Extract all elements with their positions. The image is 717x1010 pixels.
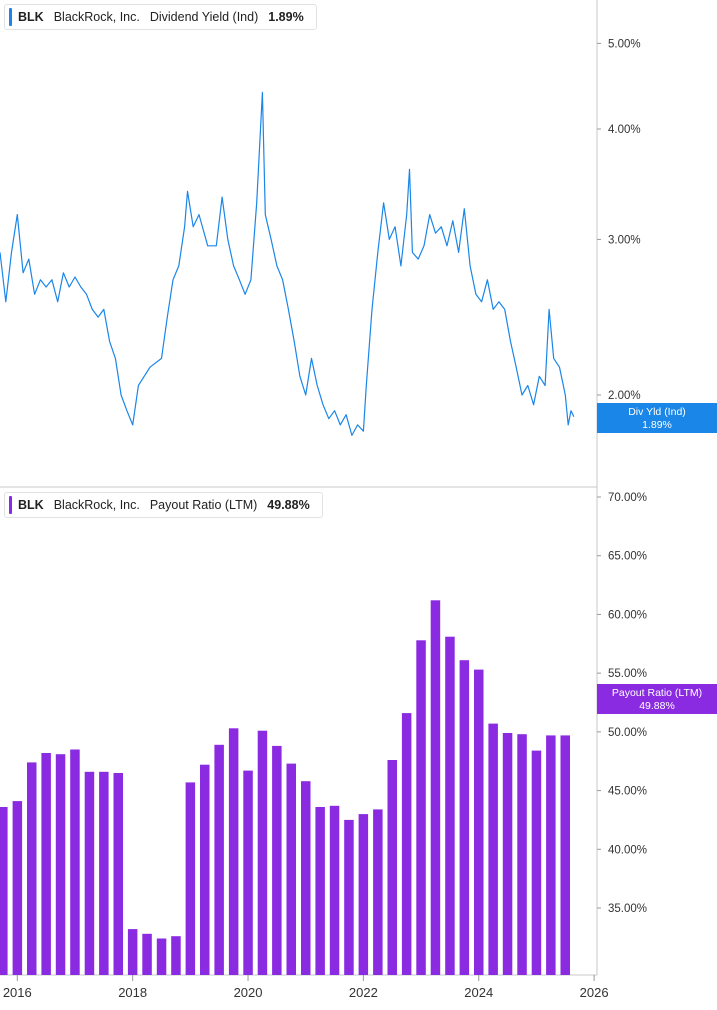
payout-legend-company: BlackRock, Inc.: [53, 498, 140, 512]
payout-bar-16: [228, 728, 239, 975]
payout-bar-36: [517, 734, 527, 975]
payout-bar-35: [502, 733, 513, 975]
payout-bar-8: [113, 773, 123, 975]
payout-bar-29: [416, 640, 426, 975]
payout-bar-20: [286, 763, 296, 975]
x-tick-label-4: 2024: [464, 985, 493, 1000]
payout-legend: BLK BlackRock, Inc. Payout Ratio (LTM) 4…: [4, 492, 323, 518]
payout-bar-9: [127, 929, 138, 975]
value-tags: Div Yld (Ind)1.89% Payout Ratio (LTM)49.8…: [597, 403, 717, 714]
payout-legend-value: 49.88%: [267, 498, 310, 512]
yield-legend: BLK BlackRock, Inc. Dividend Yield (Ind)…: [4, 4, 317, 30]
yield-line-group: [0, 91, 575, 436]
yield-legend-swatch: [9, 8, 12, 26]
dividend-yield-line: [0, 91, 575, 436]
x-tick-label-1: 2018: [118, 985, 147, 1000]
payout-tick-label-6: 65.00%: [608, 551, 647, 563]
payout-bar-3: [41, 753, 51, 975]
payout-bar-22: [315, 807, 325, 975]
payout-bar-18: [257, 730, 268, 975]
payout-bar-0: [0, 807, 8, 975]
payout-bar-6: [84, 771, 95, 975]
payout-tick-label-1: 40.00%: [608, 844, 647, 856]
yield-y-axis: 2.00% 3.00% 4.00% 5.00%: [597, 38, 641, 402]
yield-legend-company: BlackRock, Inc.: [53, 10, 140, 24]
payout-tick-label-2: 45.00%: [608, 786, 647, 798]
payout-bar-24: [344, 819, 354, 975]
payout-bar-31: [445, 636, 455, 975]
yield-legend-value: 1.89%: [268, 10, 304, 24]
yield-tick-label-2: 4.00%: [608, 124, 641, 136]
payout-bar-13: [185, 782, 196, 975]
yield-tick-label-3: 5.00%: [608, 38, 641, 50]
yield-current-tag-value: 1.89%: [642, 419, 672, 431]
yield-legend-ticker: BLK: [18, 10, 44, 24]
payout-bar-10: [142, 933, 152, 975]
payout-bar-25: [358, 814, 369, 975]
payout-bars: [0, 600, 570, 975]
payout-bar-33: [474, 669, 484, 975]
yield-tick-label-1: 3.00%: [608, 234, 641, 246]
payout-bar-27: [387, 760, 397, 975]
payout-bar-1: [12, 801, 23, 975]
payout-bar-28: [401, 713, 412, 975]
payout-bar-34: [488, 723, 498, 975]
x-tick-label-0: 2016: [3, 985, 32, 1000]
payout-tick-label-0: 35.00%: [608, 903, 647, 915]
payout-bar-17: [243, 770, 253, 975]
payout-bar-30: [430, 600, 441, 975]
yield-tick-label-0: 2.00%: [608, 390, 641, 402]
payout-bar-7: [99, 771, 109, 975]
payout-bar-32: [459, 660, 470, 975]
payout-bar-21: [301, 781, 311, 975]
payout-bar-23: [329, 805, 340, 975]
yield-current-tag: [597, 403, 717, 433]
payout-current-tag-value: 49.88%: [639, 700, 675, 712]
payout-tick-label-4: 55.00%: [608, 668, 647, 680]
x-axis: 2016 2018 2020 2022 2024 2026: [3, 975, 609, 1000]
payout-bar-12: [171, 936, 181, 975]
payout-bar-5: [70, 749, 80, 975]
payout-bar-15: [214, 744, 224, 975]
payout-current-tag: [597, 684, 717, 714]
payout-bar-37: [531, 750, 542, 975]
payout-bar-2: [27, 762, 37, 975]
yield-legend-metric: Dividend Yield (Ind): [149, 10, 259, 24]
payout-tick-label-3: 50.00%: [608, 727, 647, 739]
payout-y-axis: 35.00% 40.00% 45.00% 50.00% 55.00% 60.00% 65.0…: [597, 492, 647, 915]
payout-bar-38: [546, 735, 556, 975]
payout-bar-39: [560, 735, 570, 975]
yield-current-tag-label: Div Yld (Ind): [628, 406, 686, 418]
x-tick-label-2: 2020: [234, 985, 263, 1000]
payout-bar-11: [156, 938, 167, 975]
payout-tick-label-5: 60.00%: [608, 609, 647, 621]
payout-bar-4: [55, 754, 66, 975]
payout-legend-metric: Payout Ratio (LTM): [149, 498, 258, 512]
payout-bar-26: [373, 809, 383, 975]
payout-current-tag-label: Payout Ratio (LTM): [612, 687, 702, 699]
x-tick-label-3: 2022: [349, 985, 378, 1000]
payout-bar-19: [272, 745, 282, 975]
x-tick-label-5: 2026: [580, 985, 609, 1000]
payout-bar-14: [200, 764, 210, 975]
payout-legend-swatch: [9, 496, 12, 514]
payout-legend-ticker: BLK: [18, 498, 44, 512]
payout-tick-label-7: 70.00%: [608, 492, 647, 504]
